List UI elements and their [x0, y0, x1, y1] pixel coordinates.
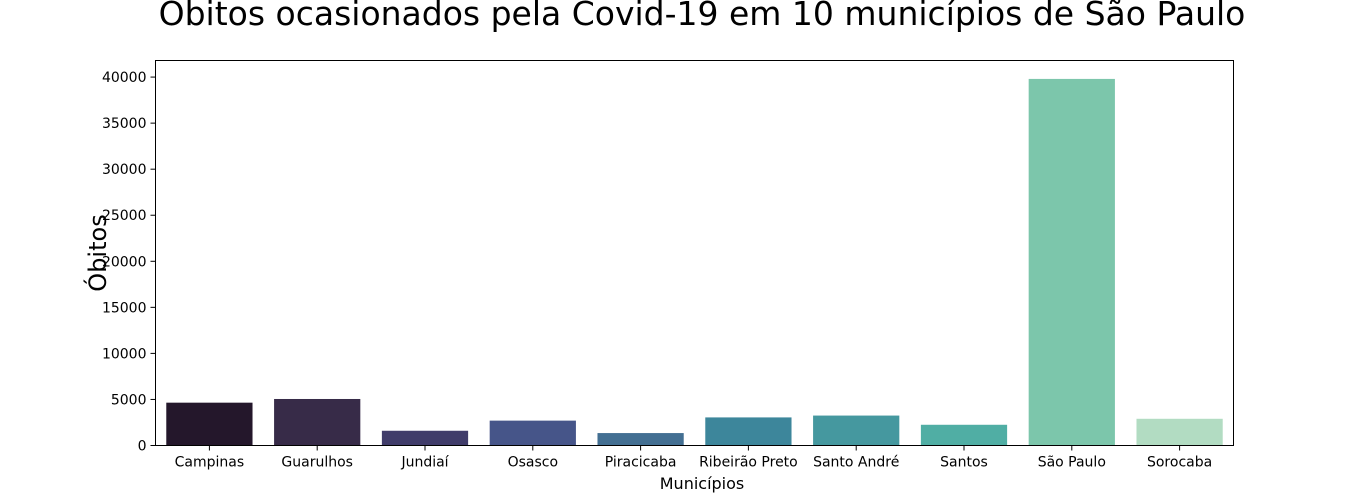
bar-santos — [920, 424, 1008, 446]
bar-são-paulo — [1028, 78, 1115, 446]
y-axis-label: Óbitos — [82, 214, 112, 291]
x-tick-label: Campinas — [175, 455, 245, 471]
bar-piracicaba — [597, 433, 684, 446]
x-tick-label: Jundiaí — [400, 455, 449, 471]
x-tick-label: Piracicaba — [605, 455, 677, 471]
bars-group — [166, 78, 1223, 446]
x-tick-label: São Paulo — [1038, 455, 1106, 471]
bar-guarulhos — [274, 398, 361, 446]
bar-campinas — [166, 402, 253, 446]
x-axis-ticks: Campinas Guarulhos Jundiaí Osasco Piracicaba… — [175, 445, 1212, 471]
x-tick-label: Osasco — [508, 455, 558, 471]
y-tick-label: 20000 — [102, 254, 147, 270]
bar-osasco — [489, 420, 576, 446]
plot-frame — [155, 60, 1234, 446]
y-tick-label: 15000 — [102, 300, 147, 316]
bar-sorocaba — [1136, 418, 1223, 446]
x-axis-label: Municípios — [660, 474, 745, 493]
bar-jundiaí — [381, 430, 469, 446]
y-tick-label: 35000 — [102, 116, 147, 132]
y-tick-label: 0 — [138, 439, 147, 455]
y-tick-label: 25000 — [102, 208, 147, 224]
y-tick-label: 10000 — [102, 346, 147, 362]
y-tick-label: 5000 — [111, 392, 147, 408]
x-tick-label: Santo André — [813, 455, 899, 471]
y-axis-ticks: 0 5000 10000 15000 20000 25000 30000 35000 40000 — [102, 70, 156, 455]
bar-ribeirão-preto — [705, 417, 792, 446]
chart-title: Óbitos ocasionados pela Covid-19 em 10 m… — [159, 0, 1246, 33]
x-tick-label: Ribeirão Preto — [699, 455, 798, 471]
x-tick-label: Sorocaba — [1147, 455, 1212, 471]
x-tick-label: Santos — [940, 455, 988, 471]
x-tick-label: Guarulhos — [281, 455, 353, 471]
bar-santo-andré — [813, 415, 900, 446]
y-tick-label: 40000 — [102, 70, 147, 86]
y-tick-label: 30000 — [102, 162, 147, 178]
